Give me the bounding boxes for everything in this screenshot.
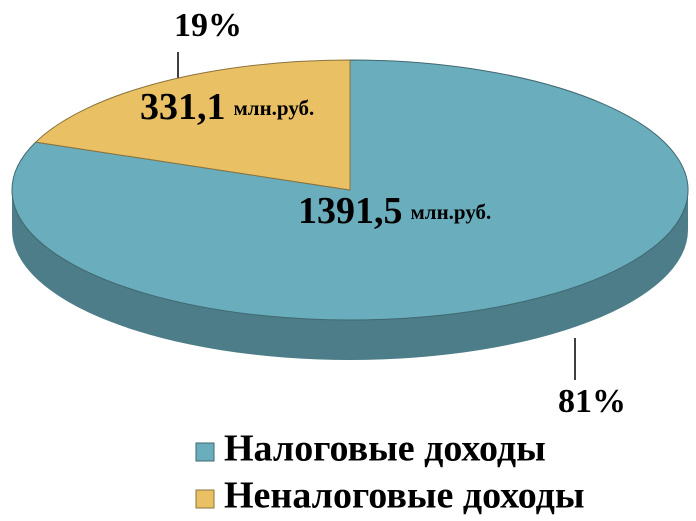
legend-swatch bbox=[195, 442, 215, 462]
value-label: 81% bbox=[558, 383, 626, 420]
amount-unit: млн.руб. bbox=[234, 96, 315, 120]
amount-label: 331,1 млн.руб. bbox=[140, 86, 314, 128]
amount-value: 331,1 bbox=[140, 86, 226, 128]
amount-value: 1391,5 bbox=[298, 190, 403, 232]
legend-label: Неналоговые доходы bbox=[224, 475, 585, 517]
legend-label: Налоговые доходы bbox=[224, 428, 546, 470]
amount-unit: млн.руб. bbox=[411, 200, 492, 224]
amount-label: 1391,5 млн.руб. bbox=[298, 190, 491, 232]
pie bbox=[11, 59, 689, 360]
value-label: 19% bbox=[174, 7, 242, 44]
pie-slice bbox=[34, 59, 351, 191]
pie-side bbox=[12, 190, 688, 360]
legend-swatch bbox=[195, 489, 215, 509]
